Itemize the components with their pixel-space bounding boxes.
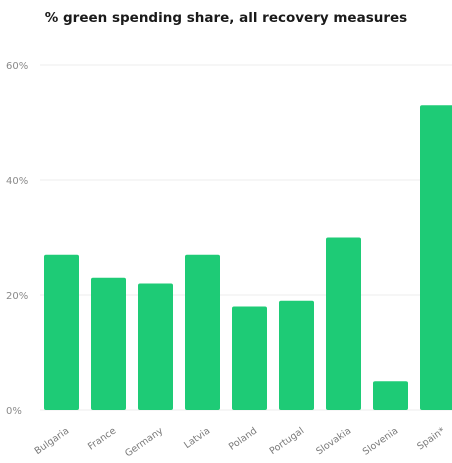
x-tick-label: Germany	[123, 425, 165, 459]
bar-poland	[232, 306, 267, 410]
x-axis-labels: Bulgaria France Germany Latvia Poland Portuga…	[33, 425, 448, 459]
x-tick-label: Slovakia	[314, 425, 353, 457]
bars	[44, 105, 452, 410]
y-tick-label: 0%	[6, 406, 22, 417]
x-tick-label: Portugal	[268, 425, 307, 457]
x-tick-label: Latvia	[182, 425, 212, 451]
x-tick-label: Slovenia	[361, 425, 400, 457]
x-tick-label: Bulgaria	[33, 425, 72, 457]
x-tick-label: France	[86, 425, 118, 452]
y-tick-label: 60%	[6, 61, 28, 72]
chart-title: % green spending share, all recovery mea…	[44, 10, 408, 26]
bar-france	[91, 277, 126, 410]
y-tick-label: 20%	[6, 291, 28, 302]
y-tick-label: 40%	[6, 176, 28, 187]
bar-slovakia	[326, 237, 361, 410]
bar-slovenia	[373, 381, 408, 410]
bar-latvia	[185, 254, 220, 410]
bar-bulgaria	[44, 254, 79, 410]
x-tick-label: Spain*	[415, 425, 447, 452]
x-tick-label: Poland	[227, 425, 259, 452]
y-axis-ticks: 0% 20% 40% 60%	[6, 61, 28, 417]
bar-spain	[420, 105, 452, 410]
bar-portugal	[279, 300, 314, 410]
bar-germany	[138, 283, 173, 410]
